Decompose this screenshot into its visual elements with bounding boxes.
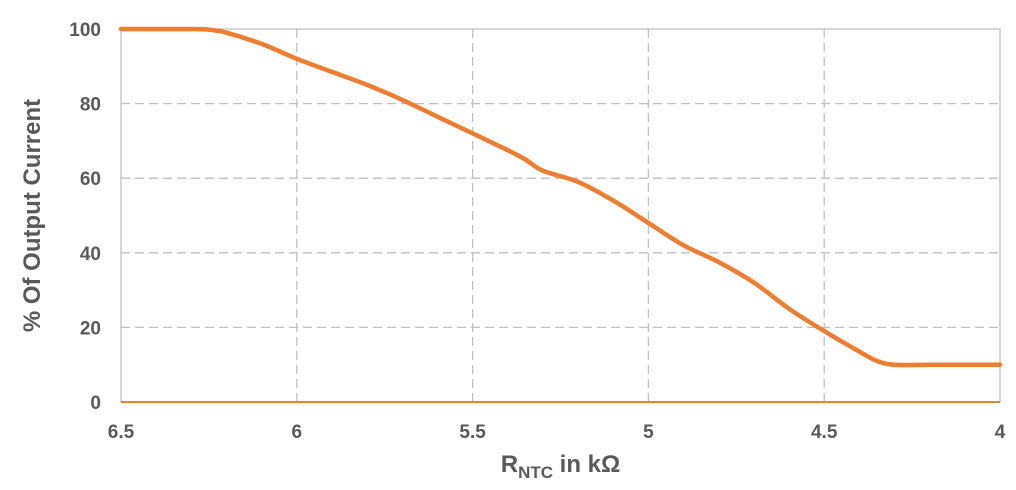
y-tick-label: 80 bbox=[80, 95, 101, 116]
x-axis-title: RNTC in kΩ bbox=[501, 451, 621, 482]
y-tick-label: 40 bbox=[80, 244, 101, 265]
series-line bbox=[118, 26, 1003, 368]
plot-frame bbox=[120, 28, 1001, 403]
tick-labels: 0 20 40 60 80 100 6.5 6 5.5 5 4.5 4 bbox=[69, 20, 1005, 443]
x-tick-label: 6 bbox=[292, 422, 303, 443]
x-axis-title-rest: in kΩ bbox=[553, 451, 620, 478]
series-layer bbox=[118, 26, 1003, 403]
y-tick-label: 100 bbox=[69, 20, 101, 41]
x-tick-label: 4 bbox=[995, 422, 1006, 443]
x-tick-label: 5.5 bbox=[459, 422, 486, 443]
y-tick-label: 60 bbox=[80, 169, 101, 190]
x-tick-label: 6.5 bbox=[108, 422, 135, 443]
x-tick-label: 4.5 bbox=[811, 422, 838, 443]
x-axis-title-subscript: NTC bbox=[518, 463, 553, 482]
y-tick-label: 0 bbox=[90, 393, 101, 414]
y-tick-label: 20 bbox=[80, 318, 101, 339]
grid-lines bbox=[121, 29, 1000, 402]
x-tick-label: 5 bbox=[643, 422, 654, 443]
x-axis-title-main: R bbox=[501, 451, 518, 478]
y-axis-title: % Of Output Current bbox=[19, 99, 46, 332]
